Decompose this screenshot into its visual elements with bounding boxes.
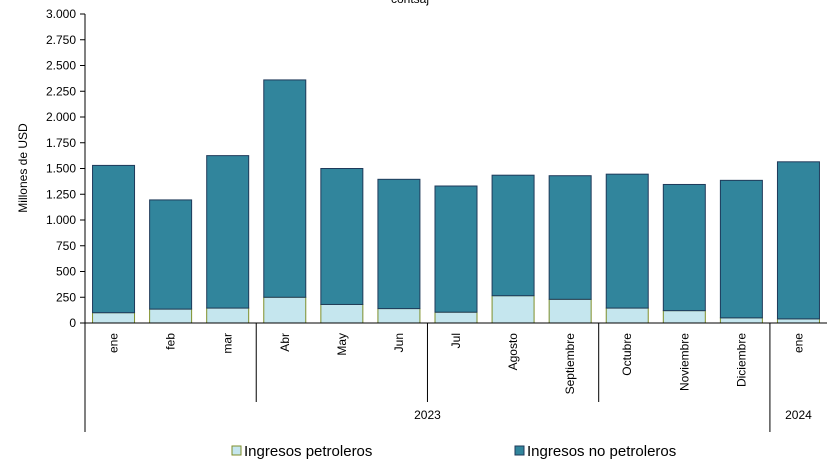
bar-segment-no-petroleros [149, 199, 193, 310]
bar-segment-petroleros [377, 308, 421, 324]
bar-segment-no-petroleros [263, 79, 307, 298]
bar-segment-petroleros [491, 295, 535, 324]
x-category-label: Octubre [620, 333, 634, 376]
y-tick-label: 1.750 [46, 136, 76, 150]
legend-label: Ingresos petroleros [244, 443, 372, 460]
chart-title: contsaj [391, 0, 429, 6]
x-year-label: 2024 [785, 408, 812, 422]
bar-segment-petroleros [662, 310, 706, 324]
y-tick-label: 3.000 [46, 7, 76, 21]
legend-label: Ingresos no petroleros [527, 443, 676, 460]
bar-segment-petroleros [263, 296, 307, 324]
x-category-label: ene [107, 333, 121, 353]
bar-segment-petroleros [320, 303, 364, 324]
bar-segment-no-petroleros [719, 179, 763, 319]
y-tick-label: 1.500 [46, 162, 76, 176]
bar-segment-no-petroleros [434, 185, 478, 313]
bar-segment-petroleros [149, 308, 193, 324]
x-category-label: Noviembre [677, 333, 691, 391]
x-category-label: Diciembre [734, 333, 748, 387]
y-tick-label: 2.000 [46, 110, 76, 124]
x-year-label: 2023 [414, 408, 441, 422]
bar-segment-no-petroleros [320, 168, 364, 305]
x-category-label: ene [791, 333, 805, 353]
y-tick-label: 1.250 [46, 187, 76, 201]
y-tick-label: 1.000 [46, 213, 76, 227]
bar-segment-petroleros [548, 298, 592, 324]
bar-segment-petroleros [776, 318, 820, 324]
x-category-label: Jul [449, 333, 463, 348]
legend-swatch [514, 445, 525, 456]
bar-segment-no-petroleros [605, 173, 649, 309]
bar-segment-no-petroleros [377, 178, 421, 310]
y-axis-title: Millones de USD [16, 123, 30, 213]
y-axis: 0 250 500 750 1.000 1.250 1.500 1.750 2.000 2.250… [46, 7, 86, 330]
bar-segment-petroleros [605, 307, 649, 324]
bar-segment-no-petroleros [662, 183, 706, 312]
x-category-label: May [335, 333, 349, 356]
bar-segment-petroleros [92, 312, 136, 324]
x-category-label: feb [164, 333, 178, 350]
y-tick-label: 0 [69, 316, 76, 330]
bar-segment-petroleros [206, 307, 250, 324]
y-tick-label: 750 [56, 239, 76, 253]
x-axis: ene feb mar Abr May Jun Jul Agosto Septiembre Oct… [84, 322, 827, 432]
x-category-label: Septiembre [563, 333, 577, 395]
bars [92, 79, 820, 324]
x-category-label: Agosto [506, 333, 520, 371]
x-category-label: mar [221, 333, 235, 354]
x-category-label: Jun [392, 333, 406, 352]
bar-segment-no-petroleros [206, 155, 250, 309]
bar-segment-petroleros [719, 317, 763, 324]
bar-segment-no-petroleros [548, 175, 592, 300]
y-tick-label: 500 [56, 265, 76, 279]
x-category-label: Abr [278, 333, 292, 352]
bar-segment-petroleros [434, 311, 478, 324]
bar-segment-no-petroleros [92, 164, 136, 314]
legend-swatch [231, 445, 242, 456]
y-tick-label: 2.750 [46, 33, 76, 47]
y-tick-label: 2.500 [46, 59, 76, 73]
bar-segment-no-petroleros [776, 161, 820, 320]
y-tick-label: 250 [56, 290, 76, 304]
legend: Ingresos petroleros Ingresos no petrolero… [231, 443, 676, 460]
y-tick-label: 2.250 [46, 84, 76, 98]
bar-segment-no-petroleros [491, 174, 535, 297]
